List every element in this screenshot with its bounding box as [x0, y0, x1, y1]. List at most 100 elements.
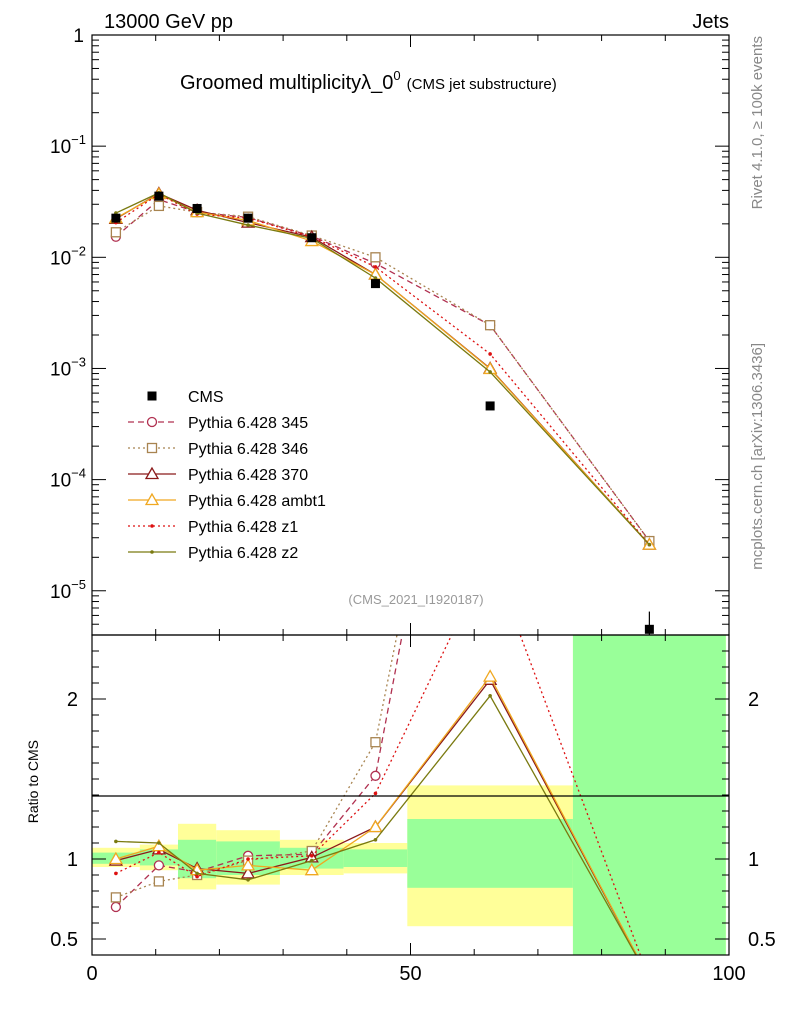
ratio-point — [157, 841, 161, 845]
legend-marker — [144, 492, 160, 506]
ratio-point — [240, 858, 256, 871]
band-green — [343, 849, 408, 867]
ratio-point — [309, 858, 314, 863]
ratio-point — [643, 973, 655, 984]
main-point — [488, 370, 492, 374]
ratio-point — [246, 857, 250, 861]
ratio-line-5 — [115, 694, 637, 955]
main-point — [370, 252, 381, 263]
legend-label: Pythia 6.428 346 — [188, 441, 308, 458]
axis-ticks: 0 50 100 1 10−1 10−2 10−3 10−4 10−5 2 2 1 1 0.5 0.5 — [50, 26, 776, 985]
legend: CMS Pythia 6.428 345 Pythia 6.428 346 Pythi… — [128, 389, 326, 562]
legend-label: Pythia 6.428 z2 — [188, 545, 298, 562]
ratio-point — [114, 839, 118, 844]
legend-label: Pythia 6.428 ambt1 — [188, 493, 326, 510]
ratio-point — [195, 871, 199, 876]
ratio-y-tick-label: 1 — [67, 849, 78, 871]
mcplots-reference: mcplots.cern.ch [arXiv:1306.3436] — [749, 343, 766, 570]
ratio-point — [645, 55, 654, 64]
data-point — [111, 213, 121, 223]
main-line-1 — [115, 205, 650, 542]
legend-label: Pythia 6.428 345 — [188, 415, 308, 432]
legend-marker — [150, 524, 154, 528]
legend-marker — [150, 550, 154, 554]
main-point — [484, 320, 496, 331]
ratio-point — [309, 854, 314, 858]
main-line-0 — [115, 198, 650, 542]
main-point — [488, 352, 492, 356]
ratio-point — [153, 876, 165, 887]
y-tick-label: 10−5 — [50, 577, 86, 603]
chart-title-main: Groomed multiplicityλ_0 — [180, 72, 393, 94]
legend-marker — [146, 442, 158, 454]
y-tick-label: 10−2 — [50, 243, 86, 269]
y-tick-label: 1 — [73, 26, 84, 47]
ratio-point — [110, 892, 122, 903]
analysis-tag: (CMS_2021_I1920187) — [348, 592, 483, 607]
ratio-point — [373, 838, 378, 842]
data-point — [307, 233, 317, 243]
ratio-point — [488, 694, 492, 698]
main-point — [373, 265, 378, 269]
ratio-line-0 — [115, 635, 403, 908]
ratio-series — [108, 55, 655, 984]
ratio-y-tick-label: 2 — [67, 689, 78, 711]
main-point — [373, 276, 378, 280]
data-point — [485, 401, 495, 411]
x-tick-label: 50 — [399, 963, 421, 985]
ratio-point — [240, 866, 256, 879]
ratio-point — [368, 819, 383, 833]
x-tick-label: 100 — [712, 963, 745, 985]
ratio-point — [370, 770, 381, 781]
ratio-point — [195, 874, 199, 879]
band-green — [407, 819, 573, 888]
main-line-3 — [115, 193, 650, 546]
ratio-point — [157, 850, 161, 855]
legend-label: Pythia 6.428 370 — [188, 467, 308, 484]
ratio-point — [304, 862, 319, 876]
legend-label: CMS — [188, 389, 224, 406]
main-line-5 — [115, 192, 650, 546]
main-point — [647, 542, 652, 547]
ratio-point — [370, 737, 381, 748]
band-green — [139, 849, 178, 866]
ratio-point — [648, 977, 652, 981]
y-tick-label: 10−3 — [50, 354, 86, 380]
legend-marker — [146, 416, 158, 428]
ratio-bands — [92, 635, 726, 955]
band-green — [572, 635, 726, 955]
chart-subtitle: (CMS jet substructure) — [407, 76, 557, 93]
ratio-y-tick-label-right: 1 — [748, 849, 759, 871]
chart-title: Groomed multiplicityλ_00 (CMS jet substru… — [180, 68, 557, 94]
data-point — [192, 203, 202, 213]
main-line-2 — [115, 192, 650, 546]
ratio-y-tick-label-right: 2 — [748, 689, 759, 711]
rivet-version: Rivet 4.1.0, ≥ 100k events — [749, 36, 766, 209]
ratio-y-axis-label: Ratio to CMS — [25, 740, 41, 823]
chart-title-superscript: 0 — [393, 68, 400, 83]
ratio-point — [153, 860, 165, 871]
data-point — [370, 279, 380, 289]
ratio-point — [488, 553, 492, 557]
ratio-point — [108, 851, 124, 865]
data-point — [154, 191, 164, 201]
legend-label: Pythia 6.428 z1 — [188, 519, 298, 536]
ratio-line-2 — [115, 678, 638, 955]
ratio-y-tick-label: 0.5 — [50, 929, 78, 951]
y-tick-label: 10−1 — [50, 132, 86, 158]
x-tick-label: 0 — [86, 963, 97, 985]
ratio-y-tick-label-right: 0.5 — [748, 929, 776, 951]
header-process: Jets — [692, 11, 729, 33]
ratio-point — [648, 977, 652, 981]
data-point — [243, 213, 253, 223]
ratio-point — [486, 167, 495, 176]
ratio-point — [643, 973, 655, 984]
main-point — [246, 223, 250, 227]
ratio-point — [645, 55, 654, 64]
main-point — [110, 227, 122, 238]
ratio-point — [110, 901, 122, 913]
legend-marker — [147, 391, 157, 401]
ratio-point — [483, 669, 498, 682]
data-point — [644, 624, 654, 634]
